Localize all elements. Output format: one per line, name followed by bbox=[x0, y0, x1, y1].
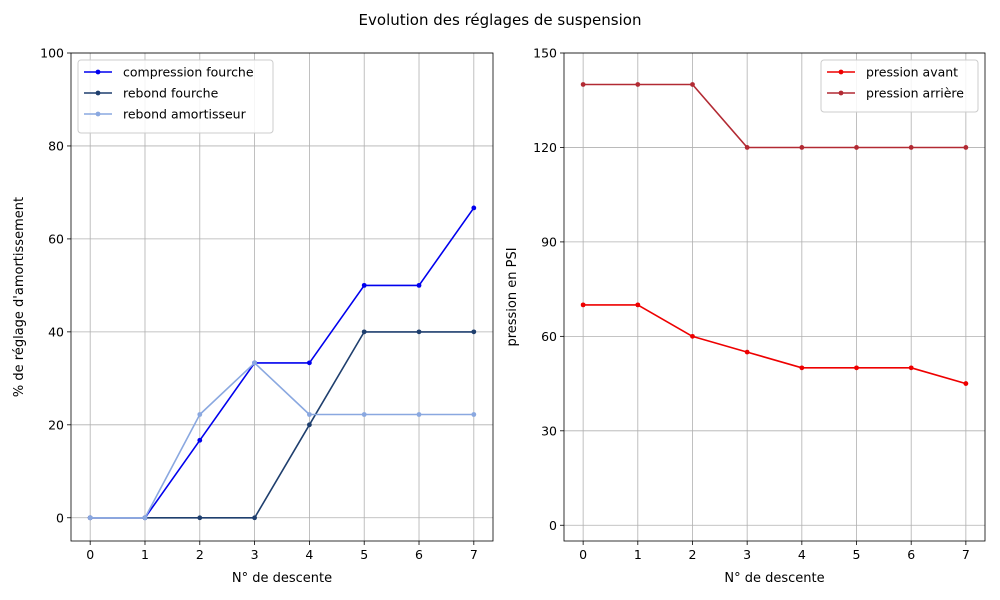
data-point bbox=[361, 282, 367, 288]
x-tick-label: 3 bbox=[251, 547, 259, 562]
y-tick-label: 40 bbox=[48, 324, 64, 339]
data-point bbox=[416, 329, 422, 335]
x-tick-label: 5 bbox=[360, 547, 368, 562]
x-tick-label: 0 bbox=[86, 547, 94, 562]
x-tick-label: 2 bbox=[196, 547, 204, 562]
x-tick-label: 6 bbox=[907, 547, 915, 562]
data-point bbox=[580, 302, 586, 308]
data-point bbox=[197, 437, 203, 443]
y-axis-label: % de réglage d'amortissement bbox=[12, 197, 27, 397]
data-point bbox=[690, 82, 695, 87]
y-tick-label: 120 bbox=[533, 140, 557, 155]
data-point bbox=[361, 329, 367, 335]
series-line bbox=[583, 304, 967, 385]
data-point bbox=[361, 412, 367, 417]
y-tick-label: 100 bbox=[40, 46, 64, 61]
data-point bbox=[307, 422, 312, 428]
y-tick-label: 60 bbox=[541, 329, 557, 344]
data-point bbox=[799, 365, 805, 371]
chart-right-pressure: 0 1 2 3 4 5 6 7 0 30 60 90 120 150 N° de descente press… bbox=[505, 46, 986, 586]
data-point bbox=[197, 515, 203, 521]
data-point bbox=[142, 515, 148, 521]
y-tick-label: 90 bbox=[541, 234, 557, 249]
x-tick-label: 1 bbox=[634, 547, 642, 562]
data-point bbox=[197, 412, 203, 417]
x-tick-label: 4 bbox=[305, 547, 313, 562]
series-line bbox=[90, 362, 474, 519]
data-point bbox=[690, 333, 695, 339]
y-axis-label: pression en PSI bbox=[505, 247, 520, 346]
y-tick-label: 80 bbox=[48, 138, 64, 153]
x-tick-label: 4 bbox=[798, 547, 806, 562]
legend-swatch-marker bbox=[95, 69, 101, 75]
y-tick-label: 0 bbox=[56, 510, 64, 525]
data-point bbox=[744, 349, 750, 355]
x-tick-label: 6 bbox=[415, 547, 423, 562]
data-point bbox=[416, 282, 422, 288]
x-axis-label: N° de descente bbox=[724, 571, 824, 586]
data-point bbox=[963, 381, 969, 386]
series-rebond-amortisseur bbox=[87, 360, 477, 521]
data-point bbox=[252, 515, 257, 521]
legend: compression fourche rebond fourche rebond … bbox=[77, 59, 274, 134]
y-tick-label: 0 bbox=[549, 518, 557, 533]
figure-title: Evolution des réglages de suspension bbox=[359, 11, 642, 29]
grid-lines bbox=[564, 52, 985, 541]
legend-label: rebond amortisseur bbox=[123, 107, 247, 122]
data-point bbox=[799, 145, 805, 150]
data-point bbox=[252, 360, 257, 366]
series-pression-arrière bbox=[580, 82, 969, 150]
x-tick-label: 1 bbox=[141, 547, 149, 562]
legend: pression avant pression arrière bbox=[820, 59, 979, 113]
data-point bbox=[963, 145, 969, 150]
x-tick-label: 7 bbox=[962, 547, 970, 562]
y-tick-label: 60 bbox=[48, 231, 64, 246]
data-point bbox=[307, 412, 312, 417]
legend-label: pression avant bbox=[866, 65, 958, 80]
data-point bbox=[635, 302, 641, 308]
series-compression-fourche bbox=[87, 205, 477, 521]
series-line bbox=[90, 207, 475, 519]
plot-frame bbox=[70, 52, 494, 542]
x-tick-label: 0 bbox=[579, 547, 587, 562]
data-point bbox=[471, 329, 477, 335]
legend-box bbox=[77, 59, 274, 134]
x-tick-label: 5 bbox=[853, 547, 861, 562]
chart-left-damping: 0 1 2 3 4 5 6 7 0 20 40 60 80 100 N° de descente % de r… bbox=[12, 46, 494, 586]
x-tick-label: 7 bbox=[470, 547, 478, 562]
data-point bbox=[854, 365, 859, 371]
y-tick-label: 150 bbox=[533, 46, 557, 61]
x-axis-label: N° de descente bbox=[232, 571, 332, 586]
series-line bbox=[583, 83, 966, 149]
data-point bbox=[471, 412, 477, 417]
data-point bbox=[635, 82, 641, 87]
data-point bbox=[307, 360, 312, 366]
data-point bbox=[416, 412, 422, 417]
legend-label: pression arrière bbox=[866, 86, 964, 101]
legend-label: rebond fourche bbox=[123, 86, 219, 101]
series-pression-avant bbox=[580, 302, 969, 386]
plot-frame bbox=[563, 52, 986, 542]
y-tick-label: 30 bbox=[541, 423, 557, 438]
x-tick-label: 3 bbox=[743, 547, 751, 562]
data-point bbox=[854, 145, 859, 150]
y-tick-label: 20 bbox=[48, 417, 64, 432]
data-point bbox=[908, 365, 914, 371]
data-point bbox=[471, 205, 477, 211]
legend-label: compression fourche bbox=[123, 65, 254, 80]
x-tick-label: 2 bbox=[689, 547, 697, 562]
legend-swatch-marker bbox=[95, 111, 101, 117]
legend-swatch-marker bbox=[838, 69, 844, 75]
data-point bbox=[87, 515, 93, 521]
legend-swatch-marker bbox=[838, 90, 844, 96]
legend-swatch-marker bbox=[95, 90, 101, 96]
legend-box bbox=[820, 59, 979, 113]
series-line bbox=[90, 331, 474, 519]
data-point bbox=[744, 145, 750, 150]
data-point bbox=[580, 82, 586, 87]
data-point bbox=[908, 145, 914, 150]
